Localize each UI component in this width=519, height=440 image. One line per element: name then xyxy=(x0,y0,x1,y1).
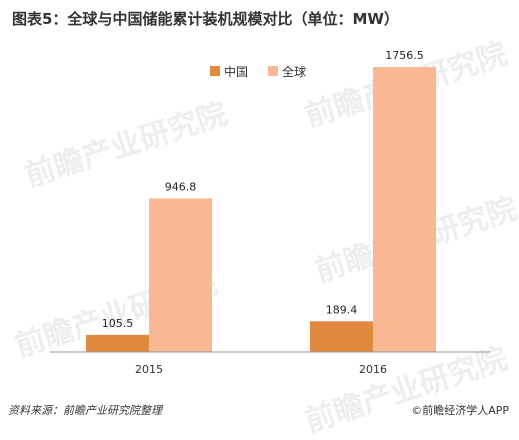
brand-credit: ©前瞻经济学人APP xyxy=(411,402,509,418)
brand-name: 前瞻经济学人APP xyxy=(422,404,509,417)
bar-chart: 中国 全球 105.5 946.8 2015 189.4 1756.5 2016 xyxy=(50,49,490,376)
legend-swatch-china xyxy=(210,66,220,76)
legend-label-global: 全球 xyxy=(282,64,306,79)
legend-swatch-global xyxy=(268,66,278,76)
chart-title: 图表5：全球与中国储能累计装机规模对比（单位：MW） xyxy=(12,10,399,28)
source-note: 资料来源：前瞻产业研究院整理 xyxy=(8,404,162,417)
data-label-global-2015: 946.8 xyxy=(165,180,197,193)
x-tick-label-2015: 2015 xyxy=(135,363,163,376)
bar-global-2015 xyxy=(149,198,212,352)
data-label-global-2016: 1756.5 xyxy=(385,49,424,62)
legend-label-china: 中国 xyxy=(224,64,248,79)
data-label-china-2016: 189.4 xyxy=(326,303,358,316)
bar-china-2016 xyxy=(310,321,373,352)
data-label-china-2015: 105.5 xyxy=(102,317,134,330)
copyright-icon: © xyxy=(411,404,423,417)
x-tick-label-2016: 2016 xyxy=(359,363,387,376)
bar-china-2015 xyxy=(86,334,149,352)
bar-global-2016 xyxy=(373,67,436,352)
